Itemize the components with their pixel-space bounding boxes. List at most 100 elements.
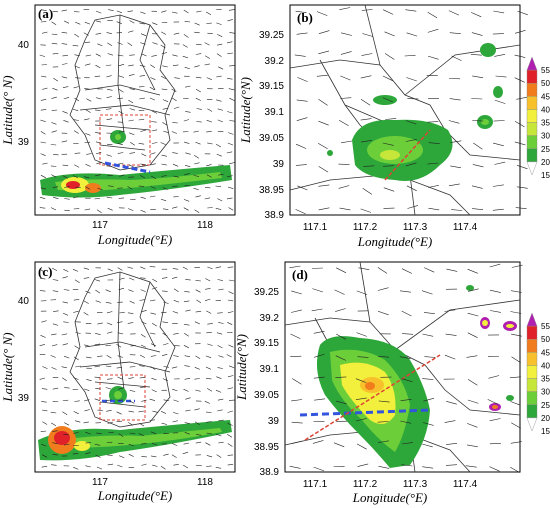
wind-barb [296, 99, 308, 102]
wind-barb [215, 467, 222, 469]
wind-barb [217, 312, 223, 314]
panel-b-red-line [384, 129, 431, 181]
wind-barb [50, 207, 57, 211]
wind-barb [383, 165, 395, 167]
wind-barb [384, 53, 395, 60]
wind-barb [118, 433, 124, 437]
panel-b-ytick: 39.15 [259, 81, 284, 92]
wind-barb [196, 121, 202, 123]
wind-barb [162, 107, 169, 110]
wind-barb [494, 99, 506, 104]
wind-barb [53, 196, 59, 200]
wind-barb [487, 399, 498, 405]
wind-barb [152, 278, 158, 283]
wind-barb [493, 120, 505, 122]
wind-barb [117, 152, 124, 154]
wind-barb [407, 205, 419, 209]
wind-barb [183, 442, 190, 445]
wind-barb [83, 277, 90, 279]
panel-d-ytick: 39.15 [254, 338, 279, 349]
wind-barb [128, 164, 134, 168]
wind-barb [117, 267, 123, 271]
wind-barb [216, 75, 222, 78]
wind-barb [510, 290, 522, 293]
wind-barb [72, 175, 79, 179]
wind-barb [97, 409, 103, 412]
wind-barb [61, 63, 68, 65]
wind-barb [118, 63, 125, 67]
wind-barb [127, 10, 133, 12]
wind-barb [194, 209, 200, 213]
wind-barb [127, 322, 134, 324]
wind-barb [128, 99, 134, 104]
wind-barb [141, 153, 147, 157]
wind-barb [448, 183, 460, 187]
wind-barb [83, 267, 90, 270]
wind-barb [62, 55, 68, 57]
wind-barb [51, 367, 57, 370]
wind-barb [229, 120, 235, 122]
panel-a-label: (a) [38, 6, 53, 21]
wind-barb [39, 268, 45, 273]
wind-barb [228, 9, 235, 11]
wind-barb [73, 130, 79, 134]
wind-barb [451, 55, 462, 61]
wind-barb [128, 74, 135, 76]
wind-barb [423, 312, 435, 314]
wind-barb [448, 10, 460, 16]
wind-barb [444, 354, 456, 360]
wind-barb [173, 106, 180, 109]
wind-barb [338, 120, 349, 127]
wind-barb [41, 388, 48, 390]
wind-barb [162, 290, 168, 292]
wind-barb [218, 441, 224, 444]
wind-barb [53, 154, 59, 156]
wind-barb [139, 65, 146, 67]
wind-barb [184, 378, 191, 380]
colorbar-swatch [526, 352, 538, 366]
wind-barb [151, 322, 157, 327]
wind-barb [333, 442, 345, 448]
wind-barb [118, 89, 124, 93]
wind-barb [340, 97, 352, 99]
wind-barb [150, 355, 157, 357]
wind-barb [117, 332, 124, 335]
wind-barb [204, 63, 210, 66]
wind-barb [106, 311, 113, 314]
wind-barb [402, 333, 414, 335]
wind-barb [106, 165, 112, 167]
wind-barb [183, 34, 189, 38]
wind-barb [52, 53, 59, 55]
wind-barb [62, 276, 68, 279]
wind-barb [86, 379, 92, 381]
wind-barb [74, 279, 80, 283]
wind-barb [139, 376, 146, 379]
wind-barb [151, 389, 157, 393]
wind-barb [128, 410, 134, 413]
wind-barb [107, 421, 113, 424]
wind-barb [141, 321, 147, 325]
wind-barb [173, 333, 179, 335]
wind-barb [61, 333, 68, 336]
wind-barb [226, 151, 233, 154]
colorbar-label: 40 [541, 105, 550, 114]
wind-barb [86, 153, 92, 155]
wind-barb [316, 11, 328, 16]
wind-barb [51, 33, 58, 36]
wind-barb [184, 422, 191, 424]
wind-barb [106, 154, 112, 157]
panel-d-ytick: 39.1 [260, 364, 280, 375]
wind-barb [291, 309, 302, 313]
wind-barb [117, 97, 123, 99]
wind-barb [61, 43, 68, 45]
wind-barb [314, 353, 325, 358]
wind-barb [427, 121, 439, 123]
colorbar-label: 55 [541, 322, 550, 331]
wind-barb [492, 184, 504, 187]
wind-barb [64, 186, 70, 188]
wind-barb [400, 399, 412, 401]
wind-barb [174, 77, 180, 79]
wind-barb [314, 398, 326, 401]
wind-barb [339, 7, 351, 10]
